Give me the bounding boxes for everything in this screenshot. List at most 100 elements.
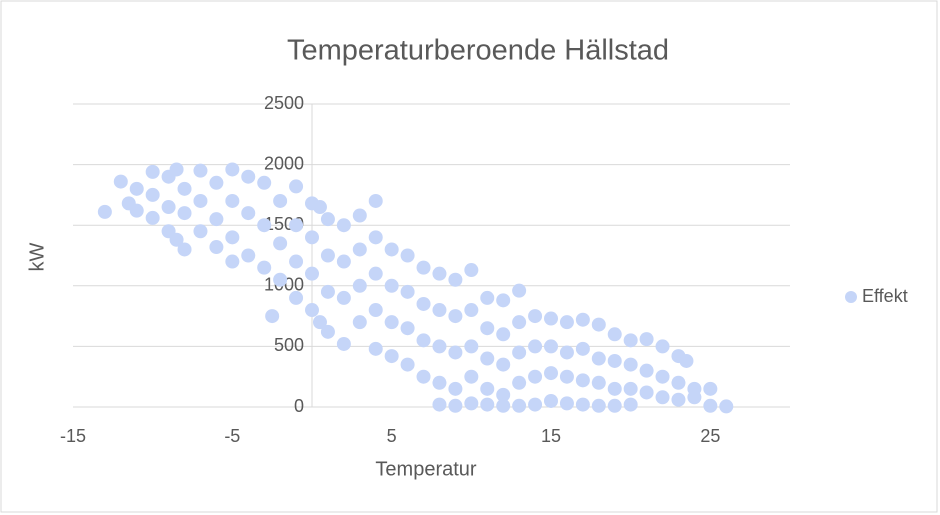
point xyxy=(464,263,479,278)
point xyxy=(512,375,527,390)
point xyxy=(607,381,622,396)
point xyxy=(544,311,558,326)
point xyxy=(432,339,447,354)
point xyxy=(480,381,495,396)
point xyxy=(113,174,128,189)
point xyxy=(416,369,431,384)
x-tick-label: -15 xyxy=(60,426,86,446)
point xyxy=(432,375,447,390)
point xyxy=(464,339,479,354)
point xyxy=(655,339,670,354)
point xyxy=(320,284,335,299)
point xyxy=(432,397,447,412)
y-tick-label: 2500 xyxy=(264,93,304,113)
point xyxy=(289,179,304,194)
point xyxy=(559,369,574,384)
point xyxy=(679,353,694,368)
point xyxy=(320,324,335,339)
point xyxy=(352,242,367,257)
point xyxy=(591,317,606,332)
legend-label: Effekt xyxy=(862,286,908,306)
point xyxy=(544,339,558,354)
point xyxy=(655,390,670,405)
point xyxy=(193,193,208,208)
point xyxy=(352,278,367,293)
point xyxy=(559,345,574,360)
x-tick-label: 15 xyxy=(541,426,561,446)
point xyxy=(559,315,574,330)
point xyxy=(209,240,224,255)
point xyxy=(528,309,543,324)
point xyxy=(241,248,256,263)
point xyxy=(559,396,574,411)
point xyxy=(416,333,431,348)
point xyxy=(129,203,144,218)
point xyxy=(257,260,272,275)
point xyxy=(177,242,192,257)
point xyxy=(384,278,399,293)
point xyxy=(528,397,543,412)
point xyxy=(528,369,543,384)
point xyxy=(639,385,654,400)
point xyxy=(368,193,383,208)
point xyxy=(225,193,240,208)
point xyxy=(591,375,606,390)
point xyxy=(265,309,280,324)
point xyxy=(575,341,590,356)
point xyxy=(639,363,654,378)
point xyxy=(161,200,176,215)
point xyxy=(416,296,431,311)
x-tick-label: 5 xyxy=(387,426,397,446)
point xyxy=(169,162,184,177)
point xyxy=(145,164,160,179)
x-tick-label: -5 xyxy=(224,426,240,446)
point xyxy=(368,230,383,245)
point xyxy=(177,206,192,221)
point xyxy=(225,230,240,245)
point xyxy=(193,163,208,178)
point xyxy=(575,373,590,388)
point xyxy=(416,260,431,275)
point xyxy=(289,218,304,233)
point xyxy=(145,187,160,202)
point xyxy=(480,290,495,305)
point xyxy=(368,303,383,318)
point xyxy=(336,336,351,351)
point xyxy=(225,162,240,177)
point xyxy=(480,351,495,366)
point xyxy=(512,283,527,298)
point xyxy=(400,357,415,372)
point xyxy=(512,398,527,413)
point xyxy=(273,236,288,251)
point xyxy=(448,381,463,396)
point xyxy=(575,312,590,327)
point xyxy=(607,353,622,368)
legend-marker xyxy=(845,291,857,303)
point xyxy=(384,315,399,330)
point xyxy=(448,398,463,413)
point xyxy=(464,303,479,318)
point xyxy=(687,390,702,405)
point xyxy=(145,210,160,225)
y-tick-label: 0 xyxy=(294,396,304,416)
point xyxy=(368,266,383,281)
point xyxy=(432,303,447,318)
point xyxy=(400,284,415,299)
point xyxy=(607,398,622,413)
x-axis-title: Temperatur xyxy=(375,458,476,480)
point xyxy=(719,399,734,414)
point xyxy=(209,175,224,190)
point xyxy=(169,232,184,247)
point xyxy=(225,254,240,269)
point xyxy=(289,290,304,305)
point xyxy=(496,387,511,402)
y-tick-label: 2000 xyxy=(264,153,304,173)
point xyxy=(480,321,495,336)
point xyxy=(97,204,112,219)
point xyxy=(241,169,256,184)
y-axis-title: kW xyxy=(26,242,48,271)
point xyxy=(305,230,319,245)
point xyxy=(544,366,558,381)
